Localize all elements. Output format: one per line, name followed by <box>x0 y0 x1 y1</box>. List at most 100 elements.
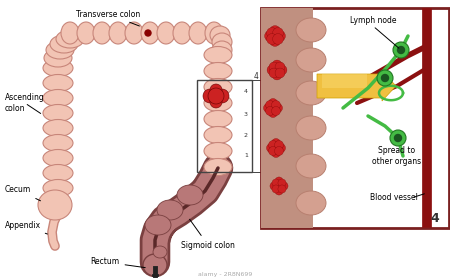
Text: 4: 4 <box>244 88 248 94</box>
Ellipse shape <box>43 165 73 181</box>
Circle shape <box>397 46 405 53</box>
Circle shape <box>264 104 273 113</box>
Circle shape <box>267 65 277 75</box>
Ellipse shape <box>46 41 74 59</box>
Ellipse shape <box>93 22 111 44</box>
Circle shape <box>270 25 280 36</box>
Text: Spread to
other organs: Spread to other organs <box>373 146 422 166</box>
Ellipse shape <box>204 95 232 111</box>
Text: 2: 2 <box>244 132 248 137</box>
Circle shape <box>210 84 222 96</box>
Circle shape <box>266 101 274 109</box>
Ellipse shape <box>205 22 223 44</box>
Ellipse shape <box>43 74 73 92</box>
Text: Rectum: Rectum <box>90 258 145 268</box>
Circle shape <box>270 31 280 41</box>
Circle shape <box>210 96 222 108</box>
Circle shape <box>269 141 278 150</box>
Ellipse shape <box>204 62 232 80</box>
Circle shape <box>208 88 224 104</box>
Circle shape <box>266 28 277 38</box>
Ellipse shape <box>177 185 203 205</box>
Ellipse shape <box>296 18 326 42</box>
Ellipse shape <box>204 127 232 144</box>
Circle shape <box>275 62 285 72</box>
Ellipse shape <box>125 22 143 44</box>
Ellipse shape <box>204 158 232 176</box>
Circle shape <box>272 65 282 75</box>
Circle shape <box>395 134 401 141</box>
Bar <box>197 80 252 172</box>
Text: alamy - 2R8N699: alamy - 2R8N699 <box>198 272 252 277</box>
Ellipse shape <box>44 49 72 67</box>
Circle shape <box>275 177 283 185</box>
Ellipse shape <box>204 78 232 95</box>
Ellipse shape <box>296 116 326 140</box>
Circle shape <box>265 31 275 41</box>
Ellipse shape <box>157 200 183 220</box>
Circle shape <box>271 106 280 116</box>
Ellipse shape <box>43 90 73 106</box>
Circle shape <box>393 42 409 58</box>
Ellipse shape <box>109 22 127 44</box>
Ellipse shape <box>204 46 232 64</box>
Circle shape <box>275 187 283 195</box>
Ellipse shape <box>212 41 232 59</box>
Circle shape <box>274 146 284 155</box>
Ellipse shape <box>173 22 191 44</box>
Ellipse shape <box>38 190 72 220</box>
Ellipse shape <box>296 154 326 178</box>
Ellipse shape <box>296 191 326 215</box>
Circle shape <box>274 31 285 41</box>
Circle shape <box>269 146 278 155</box>
Circle shape <box>280 182 288 190</box>
Ellipse shape <box>61 22 79 44</box>
Text: 4: 4 <box>431 211 439 225</box>
Circle shape <box>269 104 278 113</box>
Text: Transverse colon: Transverse colon <box>76 10 140 26</box>
Bar <box>261 8 449 228</box>
Circle shape <box>145 30 151 36</box>
Circle shape <box>272 60 282 70</box>
Bar <box>261 8 313 228</box>
Circle shape <box>266 106 274 116</box>
Circle shape <box>269 109 278 118</box>
Ellipse shape <box>204 111 232 127</box>
Ellipse shape <box>43 60 73 76</box>
Circle shape <box>203 89 217 103</box>
Ellipse shape <box>143 254 167 276</box>
Text: Lymph node: Lymph node <box>350 15 396 25</box>
Ellipse shape <box>212 33 232 51</box>
Circle shape <box>278 179 286 187</box>
Circle shape <box>271 139 280 148</box>
Circle shape <box>275 182 283 190</box>
Text: 3: 3 <box>244 111 248 116</box>
Ellipse shape <box>43 120 73 137</box>
Ellipse shape <box>43 179 73 197</box>
Ellipse shape <box>189 22 207 44</box>
Circle shape <box>271 144 280 153</box>
Circle shape <box>390 130 406 146</box>
Ellipse shape <box>141 22 159 44</box>
Ellipse shape <box>77 22 95 44</box>
FancyArrow shape <box>322 74 367 88</box>
Text: 1: 1 <box>244 153 248 158</box>
Ellipse shape <box>296 48 326 72</box>
Text: Blood vessel: Blood vessel <box>370 193 418 202</box>
Circle shape <box>269 68 279 78</box>
Ellipse shape <box>43 134 73 151</box>
Circle shape <box>271 148 280 158</box>
Ellipse shape <box>50 35 78 53</box>
Circle shape <box>272 185 280 193</box>
Circle shape <box>272 179 280 187</box>
Circle shape <box>273 34 284 45</box>
Circle shape <box>266 34 277 45</box>
Circle shape <box>270 182 278 190</box>
Ellipse shape <box>157 22 175 44</box>
Circle shape <box>270 36 280 46</box>
Circle shape <box>274 104 283 113</box>
Circle shape <box>272 70 282 80</box>
Circle shape <box>215 89 229 103</box>
Circle shape <box>274 141 284 150</box>
Circle shape <box>275 68 285 78</box>
